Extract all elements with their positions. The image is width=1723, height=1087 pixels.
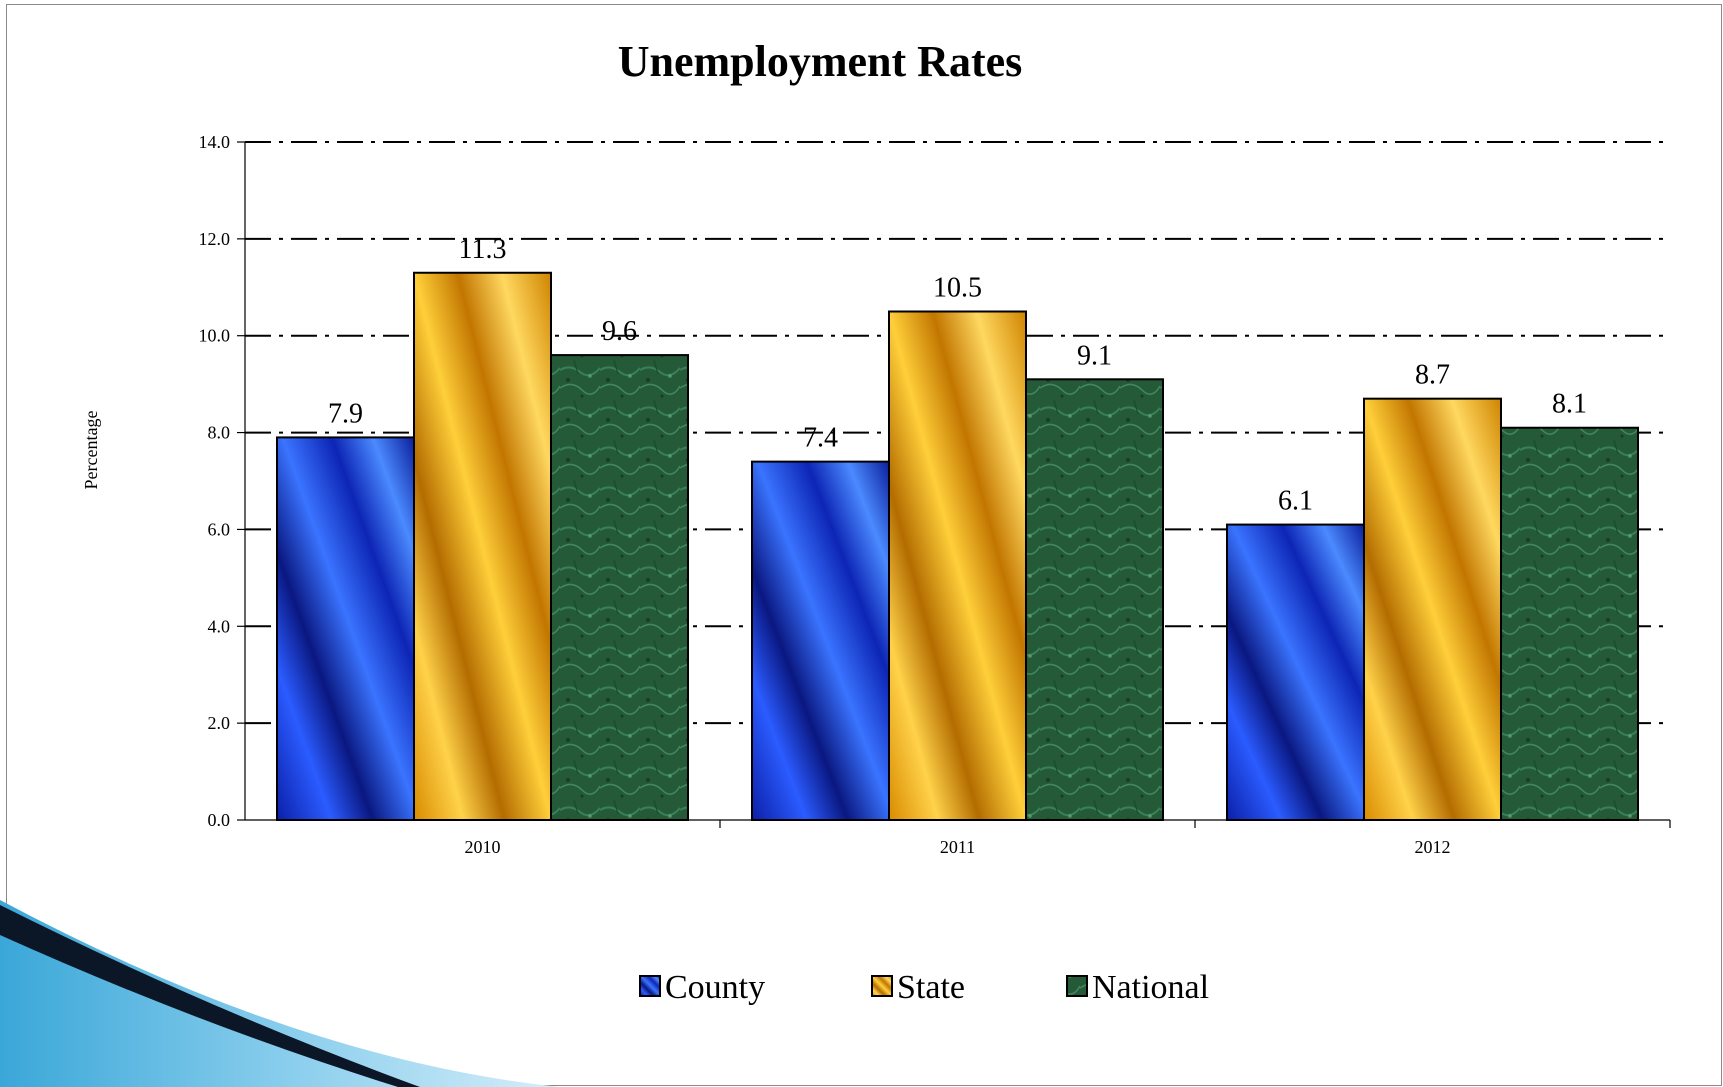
bar-national-2010 [550,354,689,821]
legend-swatch-national [1066,975,1088,997]
y-tick-label: 12.0 [199,229,231,249]
bar-state-2012 [1363,397,1502,821]
legend-label-county: County [665,969,765,1006]
y-tick-label: 4.0 [208,616,231,636]
y-tick-labels: 0.0 2.0 4.0 6.0 8.0 10.0 12.0 14.0 [199,132,231,830]
data-label: 7.9 [328,398,363,429]
data-label: 9.6 [602,316,637,347]
x-tick-labels: 2010 2011 2012 [465,837,1451,857]
bar-county-2010 [276,436,415,821]
data-label: 11.3 [459,234,507,265]
legend-label-national: National [1092,969,1209,1006]
data-label: 9.1 [1077,340,1112,371]
legend: County State National [639,969,1209,1006]
bar-county-2012 [1226,523,1365,821]
bar-state-2010 [413,271,552,821]
bar-county-2011 [751,460,890,821]
y-tick-label: 14.0 [199,132,231,152]
bar-state-2011 [888,310,1027,821]
data-label: 8.1 [1552,389,1587,420]
x-tick-label: 2010 [465,837,501,857]
y-tick-label: 10.0 [199,326,231,346]
legend-label-state: State [897,969,965,1006]
data-label: 8.7 [1415,360,1450,391]
corner-accent-light [0,900,560,1087]
y-tick-label: 0.0 [208,810,231,830]
bars [276,271,1639,821]
y-tick-label: 2.0 [208,713,231,733]
data-label: 10.5 [933,273,982,304]
bar-national-2012 [1500,426,1639,821]
data-label: 7.4 [803,423,838,454]
bar-national-2011 [1025,378,1164,821]
y-tick-label: 6.0 [208,519,231,539]
data-labels: 7.9 11.3 9.6 7.4 10.5 9.1 6.1 8.7 8.1 [328,234,1587,517]
chart-title: Unemployment Rates [618,37,1023,86]
x-tick-label: 2011 [940,837,975,857]
legend-swatch-county [639,975,661,997]
data-label: 6.1 [1278,486,1313,517]
legend-swatch-state [871,975,893,997]
x-tick-label: 2012 [1415,837,1451,857]
y-tick-label: 8.0 [208,423,231,443]
y-axis-title: Percentage [81,411,101,490]
